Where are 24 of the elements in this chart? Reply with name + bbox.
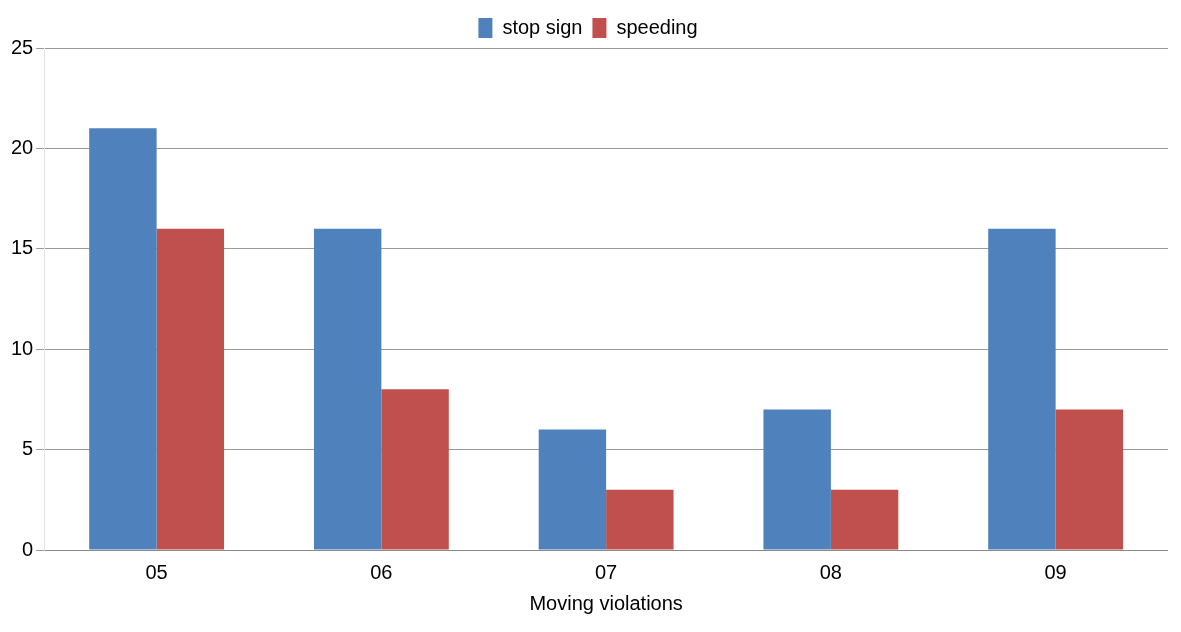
bar bbox=[1055, 409, 1124, 550]
x-tick-label: 07 bbox=[595, 560, 618, 583]
x-tick-label: 08 bbox=[819, 560, 842, 583]
x-tick-label: 09 bbox=[1044, 560, 1067, 583]
y-tick-label: 10 bbox=[11, 336, 34, 359]
bar bbox=[763, 409, 831, 550]
bar bbox=[538, 429, 607, 550]
y-tick-label: 0 bbox=[22, 537, 34, 560]
y-tick-label: 5 bbox=[22, 437, 34, 460]
bar bbox=[606, 489, 674, 550]
legend-label: speeding bbox=[616, 15, 698, 38]
x-tick-label: 05 bbox=[145, 560, 168, 583]
y-tick-label: 20 bbox=[11, 135, 34, 158]
legend-label: stop sign bbox=[502, 15, 583, 38]
y-tick-label: 25 bbox=[11, 35, 34, 58]
x-tick-label: 06 bbox=[370, 560, 393, 583]
y-tick-label: 15 bbox=[11, 236, 34, 259]
bar bbox=[381, 389, 449, 550]
x-axis-title: Moving violations bbox=[529, 591, 683, 614]
bar bbox=[156, 228, 225, 550]
bar bbox=[988, 228, 1056, 550]
bar bbox=[313, 228, 382, 550]
bar bbox=[89, 128, 157, 550]
bar bbox=[830, 489, 899, 550]
